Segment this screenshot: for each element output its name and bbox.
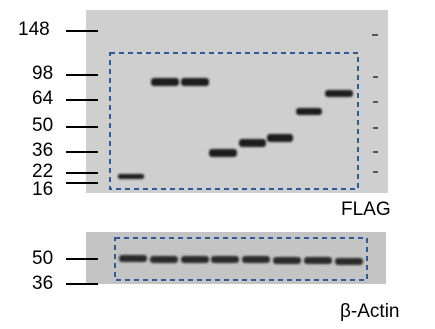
band-lane-2 <box>151 78 179 86</box>
mw-label-actin-50: 50 <box>32 248 54 269</box>
lower-region-box <box>114 237 368 281</box>
mw-label-98: 98 <box>32 63 54 84</box>
ladder-mark <box>373 171 378 173</box>
band-lane-1 <box>118 174 144 179</box>
mw-tick-36 <box>66 151 98 153</box>
mw-label-22: 22 <box>32 161 54 182</box>
mw-label-50: 50 <box>32 115 54 136</box>
mw-label-148: 148 <box>18 19 50 40</box>
right-edge-ladder <box>372 34 378 173</box>
band-lane-3 <box>181 78 209 86</box>
actin-band-3 <box>181 256 209 263</box>
ladder-mark <box>373 127 378 129</box>
band-lane-5 <box>239 139 266 147</box>
mw-tick-98 <box>66 74 98 76</box>
ladder-mark <box>372 34 378 36</box>
actin-band-6 <box>273 257 301 264</box>
actin-band-4 <box>211 256 239 263</box>
ladder-mark <box>373 101 378 103</box>
actin-band-7 <box>304 257 332 264</box>
actin-band-2 <box>150 256 178 263</box>
antibody-label-flag: FLAG <box>341 199 391 220</box>
mw-label-36: 36 <box>32 140 54 161</box>
upper-blot <box>86 10 388 193</box>
mw-tick-actin-36 <box>66 283 98 285</box>
actin-band-5 <box>242 256 270 263</box>
mw-tick-actin-50 <box>66 258 98 260</box>
mw-tick-64 <box>66 99 98 101</box>
upper-region-box <box>109 52 359 190</box>
mw-label-actin-36: 36 <box>32 273 54 294</box>
actin-band-1 <box>119 255 147 262</box>
band-lane-6 <box>267 134 293 142</box>
ladder-mark <box>373 76 378 78</box>
mw-tick-16 <box>66 182 98 184</box>
band-lane-8 <box>325 90 353 97</box>
ladder-mark <box>373 151 378 153</box>
mw-tick-50 <box>66 126 98 128</box>
mw-label-16: 16 <box>32 179 54 200</box>
mw-tick-148 <box>66 30 98 32</box>
band-lane-7 <box>296 108 322 115</box>
antibody-label-beta-actin: β-Actin <box>340 301 400 322</box>
mw-tick-22 <box>66 172 98 174</box>
mw-label-64: 64 <box>32 88 54 109</box>
band-lane-4 <box>209 149 237 157</box>
actin-band-8 <box>335 258 363 265</box>
